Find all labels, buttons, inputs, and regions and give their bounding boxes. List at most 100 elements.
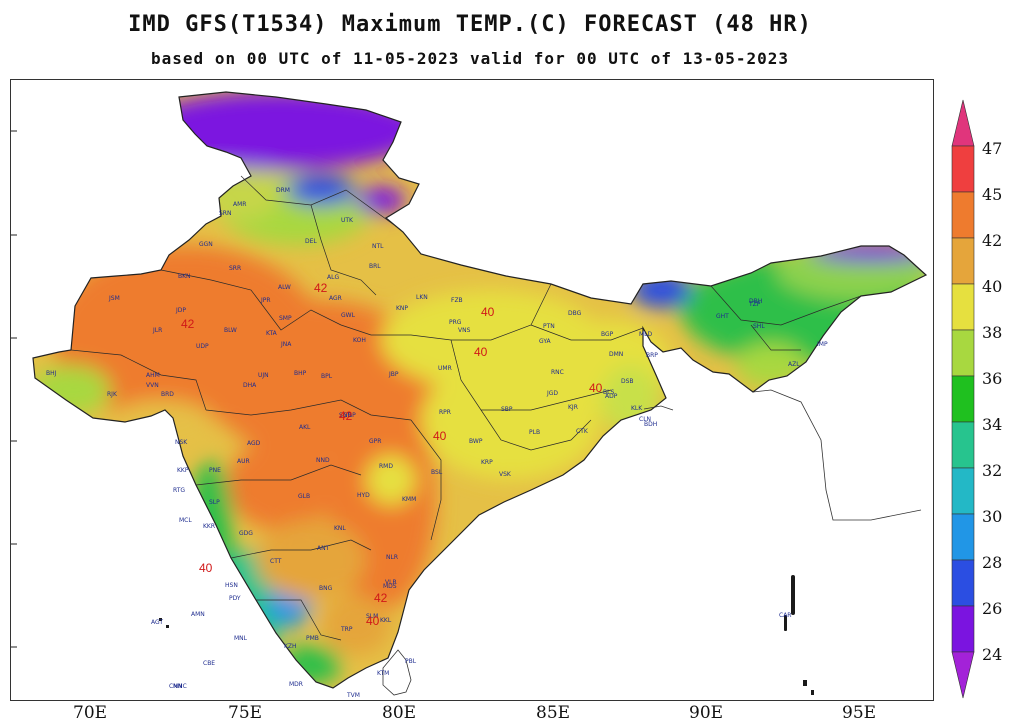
colorbar-band [951, 237, 975, 285]
neighbour-borders [382, 389, 922, 696]
station-label-gwl: GWL [341, 312, 356, 319]
station-label-kta: KTA [266, 330, 278, 337]
station-label-kkp: KKP [177, 467, 189, 474]
station-label-rnc: RNC [551, 369, 564, 376]
station-label-ntl: NTL [372, 243, 384, 250]
station-label-plb: PLB [529, 429, 540, 436]
station-label-bgp: BGP [601, 331, 614, 338]
station-label-srn: SRN [219, 210, 231, 217]
station-label-akl: AKL [299, 424, 311, 431]
forecast-map[interactable]: SRN DRM AMR UTK GGN NTL BKN SRR DEL BRL ALG JSM JPR A… [10, 79, 934, 701]
colorbar-band [951, 283, 975, 331]
station-label-udp: UDP [196, 343, 209, 350]
station-label-kmm: KMM [402, 496, 416, 503]
isotherm-label: 40 [199, 561, 213, 575]
lon-label-90E: 90E [689, 703, 724, 723]
colorbar-label: 36 [982, 369, 1003, 388]
colorbar-label: 38 [982, 323, 1003, 342]
station-labels: SRN DRM AMR UTK GGN NTL BKN SRR DEL BRL ALG JSM JPR A… [46, 187, 828, 699]
isotherm-label: 42 [339, 409, 353, 423]
station-label-rmd: RMD [379, 463, 393, 470]
station-label-klk: KLK [631, 405, 643, 412]
colorbar-label: 28 [982, 553, 1003, 572]
station-label-pbl: PBL [405, 658, 417, 665]
station-label-del: DEL [305, 238, 317, 245]
station-label-dha: DHA [243, 382, 257, 389]
station-label-umr: UMR [438, 365, 452, 372]
station-label-amr: AMR [233, 201, 246, 208]
station-label-jgd: JGD [546, 390, 558, 397]
station-label-dsb: DSB [621, 378, 634, 385]
station-label-ujn: UJN [258, 372, 269, 379]
station-label-ggn: GGN [199, 241, 213, 248]
station-label-trp: TRP [340, 626, 353, 633]
isotherm-label: 40 [474, 345, 488, 359]
station-label-bwp: BWP [469, 438, 483, 445]
station-label-vns: VNS [458, 327, 471, 334]
colorbar-band [951, 329, 975, 377]
station-label-agt: AGT [151, 619, 163, 626]
station-label-gdg: GDG [239, 530, 253, 537]
station-label-dmn: DMN [609, 351, 623, 358]
isotherm-label: 40 [481, 305, 495, 319]
station-label-azl: AZL [788, 361, 800, 368]
isotherm-label: 42 [314, 281, 328, 295]
colorbar-label: 40 [982, 277, 1003, 296]
station-label-imp: IMP [817, 341, 828, 348]
station-label-fzb: FZB [451, 297, 463, 304]
station-label-adp: ADP [605, 393, 618, 400]
station-label-kkr: KKR [203, 523, 215, 530]
colorbar-band [951, 605, 975, 653]
station-label-knp: KNP [396, 305, 408, 312]
station-label-ant: ANT [317, 545, 330, 552]
isotherm-label: 42 [374, 591, 388, 605]
station-label-lkn: LKN [416, 294, 428, 301]
station-label-krp: KRP [481, 459, 493, 466]
colorbar-label: 42 [982, 231, 1003, 250]
station-label-ctk: CTK [576, 428, 589, 435]
station-label-ctt: CTT [270, 558, 282, 565]
station-label-alg: ALG [327, 274, 339, 281]
station-label-bsl: BSL [431, 469, 443, 476]
islands [159, 575, 814, 695]
state-borders [70, 175, 862, 641]
isotherm-label: 40 [433, 429, 447, 443]
station-label-brd: BRD [161, 391, 174, 398]
station-label-rjk: RJK [107, 391, 118, 398]
colorbar-band [951, 467, 975, 515]
colorbar-band [951, 145, 975, 193]
isotherm-label: 42 [181, 317, 195, 331]
station-label-glb: GLB [298, 493, 310, 500]
station-label-mld: MLD [639, 331, 653, 338]
station-label-mcl: MCL [179, 517, 192, 524]
station-label-alw: ALW [278, 284, 291, 291]
isotherm-label: 40 [589, 381, 603, 395]
station-label-cln: CLN [639, 416, 651, 423]
station-label-jna: JNA [280, 341, 292, 348]
station-label-ngp: NGP [343, 412, 356, 419]
station-label-rtg: RTG [173, 487, 185, 494]
station-label-nlr: NLR [386, 554, 398, 561]
station-label-jlr: JLR [152, 327, 162, 334]
station-label-shl: SHL [753, 323, 765, 330]
lat-ticks [11, 130, 17, 648]
station-label-bpl: BPL [321, 373, 333, 380]
station-label-pmb: PMB [306, 635, 319, 642]
isotherm-labels: 42 40 42 40 40 42 40 40 42 40 [181, 281, 603, 628]
colorbar-band [951, 421, 975, 469]
lon-label-80E: 80E [382, 703, 417, 723]
colorbar-band [951, 375, 975, 423]
station-label-cbe: CBE [203, 660, 215, 667]
station-label-tzp: TZP [748, 301, 761, 308]
station-label-ktm: KTM [377, 670, 389, 677]
station-label-mds: MDS [383, 583, 397, 590]
station-label-pdy: PDY [229, 595, 241, 602]
colorbar-label: 24 [982, 645, 1003, 664]
station-label-koh: KOH [353, 337, 366, 344]
station-label-brp: BRP [646, 352, 658, 359]
station-label-car: CAR [779, 612, 791, 619]
station-label-hyd: HYD [357, 492, 370, 499]
station-label-bhp: BHP [294, 370, 307, 377]
colorbar-label: 30 [982, 507, 1003, 526]
station-label-knl: KNL [334, 525, 346, 532]
